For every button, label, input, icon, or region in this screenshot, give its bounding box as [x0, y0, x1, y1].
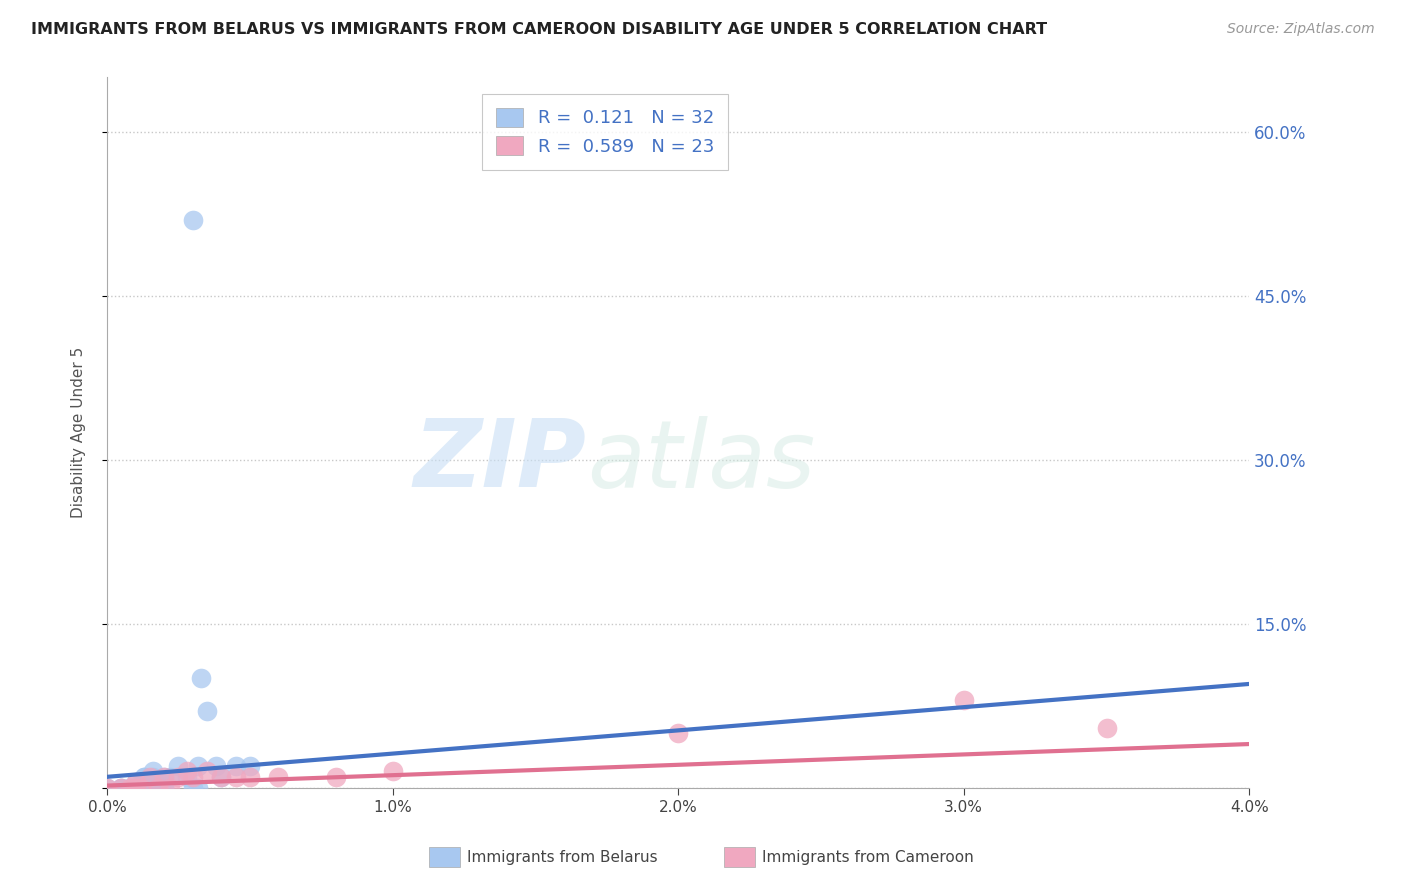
Point: [153, 770, 176, 784]
Text: Source: ZipAtlas.com: Source: ZipAtlas.com: [1227, 22, 1375, 37]
Point: [96, 780, 118, 795]
Point: [159, 780, 181, 795]
Point: [118, 780, 141, 795]
Point: [239, 770, 262, 784]
Point: [195, 764, 218, 779]
Point: [325, 770, 347, 784]
Point: [153, 770, 176, 784]
Point: [381, 764, 404, 779]
Text: Immigrants from Cameroon: Immigrants from Cameroon: [762, 850, 974, 864]
Point: [225, 770, 247, 784]
Text: IMMIGRANTS FROM BELARUS VS IMMIGRANTS FROM CAMEROON DISABILITY AGE UNDER 5 CORRE: IMMIGRANTS FROM BELARUS VS IMMIGRANTS FR…: [31, 22, 1047, 37]
Point: [666, 726, 689, 740]
Point: [209, 770, 232, 784]
Point: [181, 780, 204, 795]
Point: [139, 775, 162, 789]
Point: [124, 780, 146, 795]
Point: [131, 775, 153, 789]
Point: [134, 770, 156, 784]
Point: [267, 770, 290, 784]
Point: [124, 775, 146, 789]
Point: [148, 780, 170, 795]
Point: [159, 770, 181, 784]
Text: Immigrants from Belarus: Immigrants from Belarus: [467, 850, 658, 864]
Point: [952, 693, 974, 707]
Point: [96, 780, 118, 795]
Point: [124, 780, 146, 795]
Point: [167, 759, 190, 773]
Legend: R =  0.121   N = 32, R =  0.589   N = 23: R = 0.121 N = 32, R = 0.589 N = 23: [482, 94, 728, 170]
Point: [110, 780, 132, 795]
Point: [190, 672, 212, 686]
Point: [187, 759, 209, 773]
Point: [167, 770, 190, 784]
Point: [204, 759, 226, 773]
Point: [153, 780, 176, 795]
Point: [110, 780, 132, 795]
Point: [148, 775, 170, 789]
Point: [131, 780, 153, 795]
Point: [110, 780, 132, 795]
Point: [142, 764, 165, 779]
Point: [1095, 721, 1118, 735]
Text: ZIP: ZIP: [413, 415, 586, 507]
Point: [142, 770, 165, 784]
Point: [118, 780, 141, 795]
Point: [176, 770, 198, 784]
Point: [134, 770, 156, 784]
Point: [124, 775, 146, 789]
Point: [225, 759, 247, 773]
Point: [195, 704, 218, 718]
Point: [187, 780, 209, 795]
Point: [181, 770, 204, 784]
Point: [181, 212, 204, 227]
Point: [139, 770, 162, 784]
Point: [209, 770, 232, 784]
Point: [131, 780, 153, 795]
Point: [118, 780, 141, 795]
Y-axis label: Disability Age Under 5: Disability Age Under 5: [72, 347, 86, 518]
Point: [139, 780, 162, 795]
Point: [239, 759, 262, 773]
Point: [176, 764, 198, 779]
Point: [124, 780, 146, 795]
Text: atlas: atlas: [586, 416, 815, 507]
